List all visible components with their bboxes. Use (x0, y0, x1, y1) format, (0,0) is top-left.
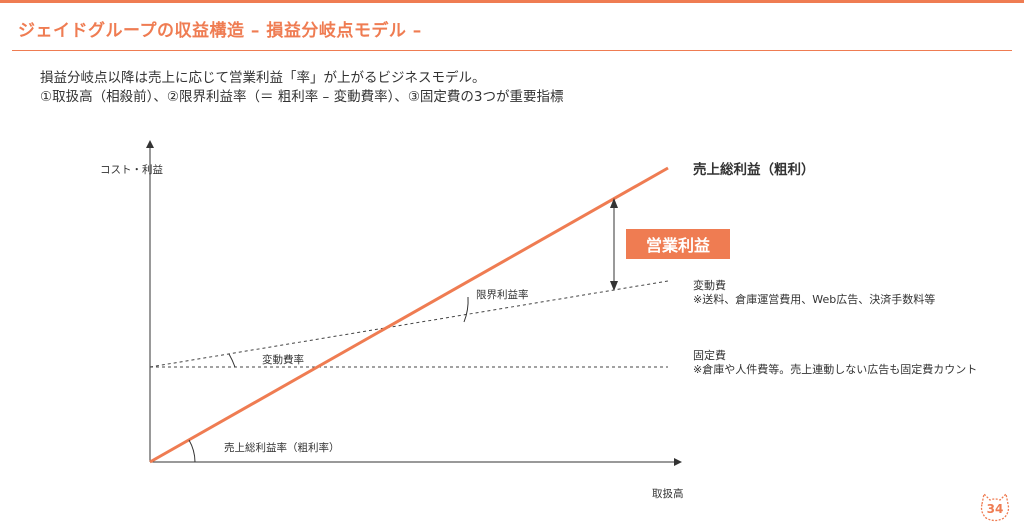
variable-cost-legend: 変動費 ※送料、倉庫運営費用、Web広告、決済手数料等 (693, 279, 935, 307)
lead-text: 損益分岐点以降は売上に応じて営業利益「率」が上がるビジネスモデル。 ①取扱高（相… (40, 69, 564, 107)
variable-cost-title: 変動費 (693, 279, 726, 292)
operating-profit-badge: 営業利益 (626, 229, 730, 259)
fixed-cost-title: 固定費 (693, 349, 726, 362)
operating-profit-arrow-top (610, 198, 618, 208)
lead-line-2: ①取扱高（相殺前）、②限界利益率（＝ 粗利率 – 変動費率）、③固定費の3つが重… (40, 89, 564, 105)
gross-profit-line (149, 166, 669, 464)
title-divider (12, 50, 1012, 51)
variable-cost-angle-arc (228, 353, 236, 368)
cat-icon (980, 492, 1010, 522)
top-accent-rule (0, 0, 1024, 3)
gross-margin-rate-label: 売上総利益率（粗利率） (224, 442, 340, 454)
variable-cost-note: ※送料、倉庫運営費用、Web広告、決済手数料等 (693, 293, 936, 306)
x-axis-arrow (674, 458, 682, 466)
lead-line-1: 損益分岐点以降は売上に応じて営業利益「率」が上がるビジネスモデル。 (40, 70, 486, 86)
operating-profit-arrow-bottom (610, 281, 618, 291)
variable-cost-rate-label: 変動費率 (262, 354, 304, 366)
fixed-cost-legend: 固定費 ※倉庫や人件費等。売上連動しない広告も固定費カウント (693, 349, 977, 377)
page-title: ジェイドグループの収益構造 – 損益分岐点モデル – (18, 21, 422, 41)
gross-margin-angle-arc (188, 439, 196, 463)
gross-profit-label: 売上総利益（粗利） (693, 162, 815, 178)
marginal-profit-angle-arc (463, 296, 469, 323)
fixed-cost-note: ※倉庫や人件費等。売上連動しない広告も固定費カウント (693, 363, 978, 376)
x-axis-label: 取扱高 (652, 488, 684, 500)
y-axis-label: コスト・利益 (100, 164, 163, 176)
page-number: 34 (986, 502, 1004, 516)
variable-cost-line (149, 280, 669, 368)
y-axis-arrow (146, 140, 154, 148)
marginal-profit-rate-label: 限界利益率 (476, 289, 529, 301)
